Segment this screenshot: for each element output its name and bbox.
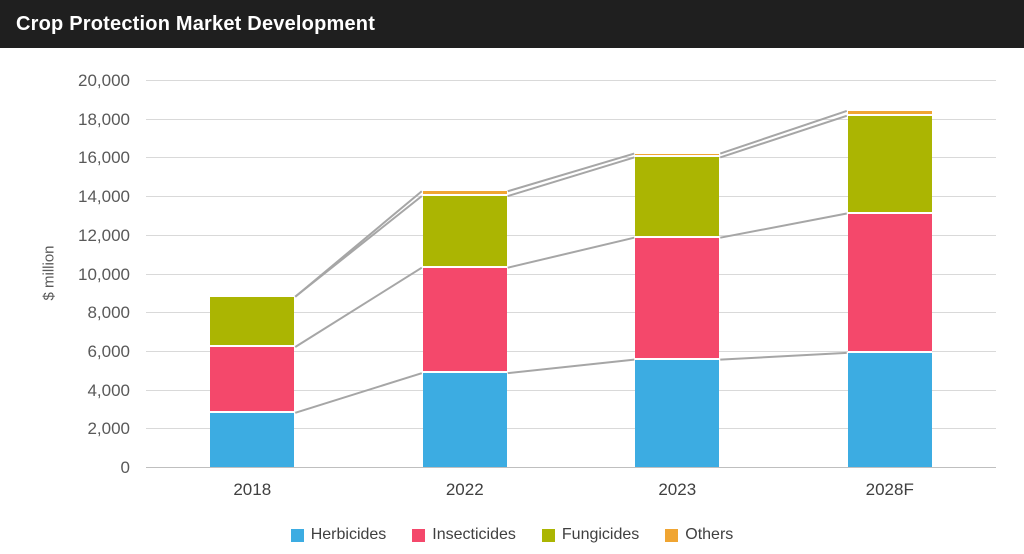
bar-segment-others-2023	[635, 153, 720, 158]
gridline-4000	[146, 389, 996, 391]
y-tick-label-8000: 8,000	[87, 303, 130, 323]
y-tick-label-4000: 4,000	[87, 380, 130, 400]
bar-segment-herbicides-2028f	[847, 352, 932, 467]
bar-segment-fungicides-2022	[422, 196, 507, 268]
connector-line-fungicides-top	[719, 114, 848, 159]
x-axis-label-2022: 2022	[445, 480, 484, 499]
legend-item-fungicides: Fungicides	[541, 526, 640, 544]
bar-segment-others-2028f	[847, 110, 932, 116]
gridline-6000	[146, 350, 996, 352]
y-tick-label-16000: 16,000	[78, 148, 130, 168]
legend-swatch-insecticides	[412, 528, 426, 542]
stacked-bar-chart: 0 2,000 4,000 6,000 8,000 10,000 12,000 14,000 1…	[0, 48, 1024, 554]
bar-segment-others-2022	[422, 191, 507, 197]
title-bar: Crop Protection Market Development	[0, 0, 1024, 48]
connector-line-others-top	[507, 152, 635, 193]
legend-label-insecticides: Insecticides	[432, 526, 516, 543]
bar-segment-fungicides-2018	[210, 296, 295, 348]
legend-item-others: Others	[665, 526, 733, 544]
connector-line-fungicides-top	[294, 195, 423, 298]
bar-segment-insecticides-2022	[422, 267, 507, 374]
connector-line-herbicides-top	[294, 372, 423, 414]
connector-line-others-top	[719, 110, 848, 155]
bar-segment-insecticides-2018	[210, 347, 295, 413]
gridline-2000	[146, 428, 996, 430]
legend-swatch-others	[665, 528, 679, 542]
connector-line-insecticides-top	[294, 266, 423, 348]
y-axis-label: $ million	[40, 245, 58, 301]
y-tick-label-10000: 10,000	[78, 264, 130, 284]
bar-segment-insecticides-2023	[635, 237, 720, 360]
x-axis-label-2023: 2023	[658, 480, 697, 499]
bar-segment-fungicides-2023	[635, 157, 720, 238]
y-tick-label-6000: 6,000	[87, 341, 130, 361]
legend-label-others: Others	[685, 526, 734, 543]
y-tick-label-14000: 14,000	[78, 187, 130, 207]
gridline-8000	[146, 312, 996, 314]
legend-item-insecticides: Insecticides	[412, 526, 516, 544]
legend-item-herbicides: Herbicides	[290, 526, 387, 544]
y-tick-label-20000: 20,000	[78, 71, 130, 90]
y-tick-label-2000: 2,000	[87, 419, 130, 439]
gridline-0	[146, 467, 996, 468]
x-axis-label-2028f: 2028F	[865, 480, 914, 499]
bar-segment-herbicides-2022	[422, 373, 507, 467]
legend-label-fungicides: Fungicides	[561, 526, 640, 543]
legend-swatch-fungicides	[541, 528, 555, 542]
bar-segment-insecticides-2028f	[847, 213, 932, 353]
legend: Herbicides Insecticides Fungicides Others	[0, 526, 1024, 544]
connector-line-herbicides-top	[507, 358, 635, 375]
bar-segment-herbicides-2018	[210, 412, 295, 467]
y-tick-label-18000: 18,000	[78, 109, 130, 129]
bar-segment-herbicides-2023	[635, 359, 720, 467]
gridline-12000	[146, 234, 996, 236]
y-tick-label-0: 0	[120, 458, 130, 477]
connector-line-fungicides-top	[507, 156, 635, 198]
gridline-10000	[146, 273, 996, 275]
connector-line-herbicides-top	[720, 351, 847, 361]
gridline-20000	[146, 80, 996, 81]
legend-swatch-herbicides	[290, 528, 304, 542]
x-axis-label-2018: 2018	[233, 480, 272, 499]
y-tick-label-12000: 12,000	[78, 225, 130, 245]
legend-label-herbicides: Herbicides	[310, 526, 387, 543]
page-title: Crop Protection Market Development	[16, 12, 376, 35]
connector-line-insecticides-top	[507, 236, 635, 269]
gridline-18000	[146, 118, 996, 120]
bar-segment-fungicides-2028f	[847, 115, 932, 214]
connector-line-others-top	[294, 190, 423, 298]
